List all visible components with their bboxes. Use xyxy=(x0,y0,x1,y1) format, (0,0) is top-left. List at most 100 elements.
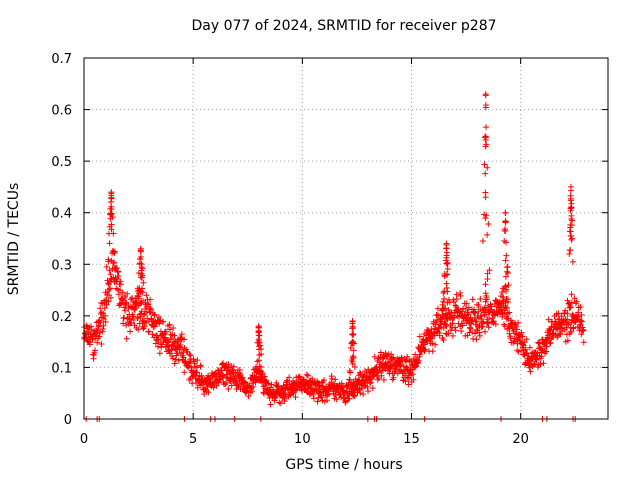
data-point xyxy=(155,336,162,343)
data-point xyxy=(443,252,450,259)
data-point xyxy=(512,330,519,337)
y-axis-label: SRMTID / TECUs xyxy=(6,182,22,296)
data-point xyxy=(445,306,452,313)
data-point xyxy=(137,245,144,252)
data-point xyxy=(140,279,147,286)
data-point xyxy=(198,372,205,379)
data-point xyxy=(350,384,357,391)
data-point xyxy=(444,260,451,267)
data-point xyxy=(479,237,486,244)
data-point xyxy=(267,401,274,408)
data-point xyxy=(107,294,114,301)
data-point xyxy=(435,325,442,332)
data-point xyxy=(258,351,265,358)
data-point xyxy=(568,235,575,242)
data-point xyxy=(568,328,575,335)
data-point xyxy=(523,336,530,343)
data-point xyxy=(170,324,177,331)
data-point xyxy=(137,288,144,295)
data-point xyxy=(141,323,148,330)
data-point xyxy=(261,373,268,380)
data-point xyxy=(149,331,156,338)
data-point xyxy=(443,280,450,287)
data-point xyxy=(459,308,466,315)
data-point xyxy=(265,380,272,387)
data-point xyxy=(484,164,491,171)
data-point xyxy=(138,261,145,268)
data-point xyxy=(485,324,492,331)
data-point xyxy=(236,366,243,373)
data-point xyxy=(369,385,376,392)
data-point xyxy=(504,269,511,276)
data-point xyxy=(567,207,574,214)
data-point xyxy=(286,374,293,381)
x-tick-label: 5 xyxy=(189,432,197,447)
data-point xyxy=(165,342,172,349)
data-point xyxy=(135,270,142,277)
data-point xyxy=(115,272,122,279)
data-point xyxy=(568,299,575,306)
data-point xyxy=(469,296,476,303)
data-point xyxy=(99,328,106,335)
data-point xyxy=(218,367,225,374)
data-point xyxy=(320,377,327,384)
data-point xyxy=(103,263,110,270)
data-point xyxy=(107,215,114,222)
data-point xyxy=(502,284,509,291)
data-point xyxy=(228,382,235,389)
data-point xyxy=(107,285,114,292)
y-tick-label: 0.2 xyxy=(51,310,72,325)
y-tick-label: 0.3 xyxy=(51,258,72,273)
data-point xyxy=(526,344,533,351)
data-point xyxy=(129,294,136,301)
data-point xyxy=(515,319,522,326)
data-point xyxy=(445,330,452,337)
data-point xyxy=(145,301,152,308)
axis-ticks: 0 0.1 0.2 0.3 0.4 0.5 0.6 0.7 0 5 10 15 20 xyxy=(51,52,608,447)
data-point xyxy=(351,380,358,387)
data-point xyxy=(501,226,508,233)
data-point xyxy=(121,304,128,311)
data-point xyxy=(117,278,124,285)
data-point xyxy=(504,304,511,311)
data-point xyxy=(540,360,547,367)
data-point xyxy=(257,342,264,349)
data-point xyxy=(440,298,447,305)
data-point xyxy=(482,215,489,222)
data-points xyxy=(81,91,587,422)
data-point xyxy=(156,350,163,357)
data-point xyxy=(136,255,143,262)
data-point xyxy=(106,286,113,293)
data-point xyxy=(567,183,574,190)
data-point xyxy=(346,376,353,383)
data-point xyxy=(139,265,146,272)
data-point xyxy=(480,318,487,325)
data-point xyxy=(159,341,166,348)
data-point xyxy=(568,204,575,211)
data-point xyxy=(520,342,527,349)
data-point xyxy=(568,291,575,298)
data-point xyxy=(197,362,204,369)
data-point xyxy=(503,252,510,259)
data-point xyxy=(457,292,464,299)
data-point xyxy=(531,361,538,368)
data-point xyxy=(324,397,331,404)
data-point xyxy=(160,318,167,325)
data-point xyxy=(349,318,356,325)
data-point xyxy=(476,329,483,336)
data-point xyxy=(506,309,513,316)
data-point xyxy=(503,239,510,246)
data-point xyxy=(347,369,354,376)
data-point xyxy=(148,306,155,313)
data-point xyxy=(233,378,240,385)
data-point xyxy=(255,336,262,343)
data-point xyxy=(472,309,479,316)
data-point xyxy=(552,318,559,325)
data-point xyxy=(114,269,121,276)
data-point xyxy=(228,363,235,370)
y-tick-label: 0.5 xyxy=(51,155,72,170)
data-point xyxy=(186,351,193,358)
data-point xyxy=(538,353,545,360)
data-point xyxy=(349,358,356,365)
data-point xyxy=(504,264,511,271)
